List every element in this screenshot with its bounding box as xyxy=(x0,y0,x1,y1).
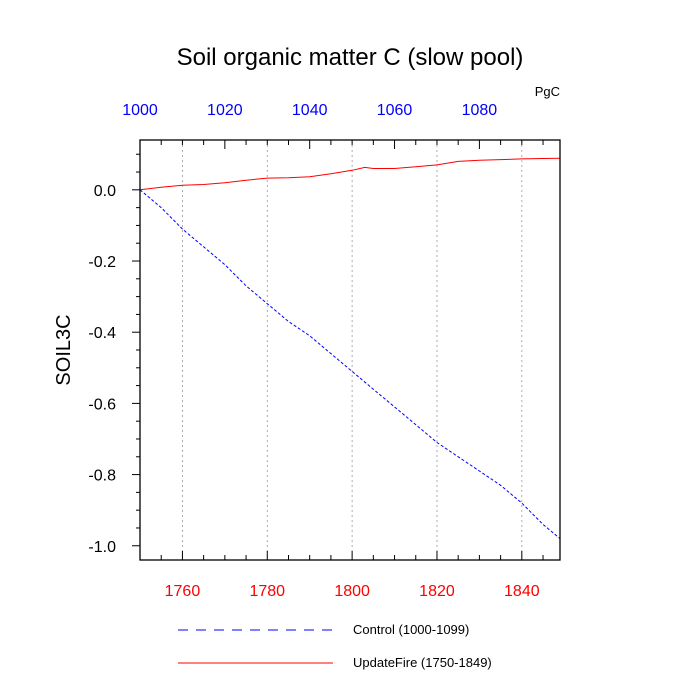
x-top-tick-label: 1060 xyxy=(377,102,413,119)
x-top-tick-label: 1020 xyxy=(207,102,243,119)
x-top-tick-label: 1000 xyxy=(122,102,158,119)
x-top-tick-label: 1080 xyxy=(462,102,498,119)
y-tick-label: 0.0 xyxy=(94,183,116,200)
series-lines xyxy=(139,157,561,539)
x-bottom-tick-label: 1800 xyxy=(334,583,370,600)
y-tick-label: -0.8 xyxy=(88,468,116,485)
x-bottom-tick-label: 1780 xyxy=(249,583,285,600)
y-tick-label: -0.2 xyxy=(88,254,116,271)
x-bottom-tick-label: 1760 xyxy=(165,583,201,600)
x-bottom-tick-label: 1840 xyxy=(504,583,540,600)
y-axis-label: SOIL3C xyxy=(53,314,75,385)
chart-title: Soil organic matter C (slow pool) xyxy=(177,44,524,71)
legend-label-2: UpdateFire (1750-1849) xyxy=(353,655,492,670)
units-label: PgC xyxy=(535,84,560,99)
series-line-2 xyxy=(139,157,561,191)
plot-frame xyxy=(139,139,561,561)
axis-ticks: 1760 1780 1800 1820 1840 1000 1020 1040 1060 1080… xyxy=(88,102,544,600)
y-tick-label: -0.6 xyxy=(88,396,116,413)
legend-label-1: Control (1000-1099) xyxy=(353,622,469,637)
legend: Control (1000-1099) UpdateFire (1750-1849… xyxy=(178,622,492,670)
x-top-tick-label: 1040 xyxy=(292,102,328,119)
y-tick-label: -0.4 xyxy=(88,325,116,342)
grid-lines xyxy=(182,140,523,560)
x-bottom-tick-label: 1820 xyxy=(419,583,455,600)
series-line-1 xyxy=(139,189,561,539)
y-tick-label: -1.0 xyxy=(88,539,116,556)
